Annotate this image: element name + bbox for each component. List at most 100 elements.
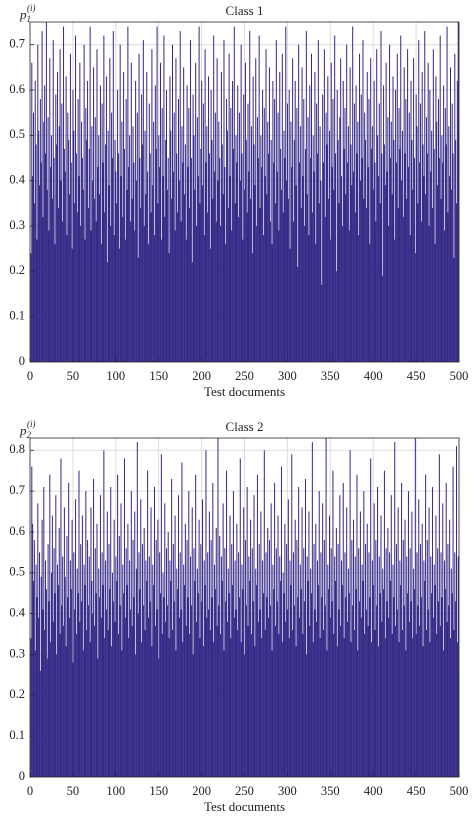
bar — [164, 216, 166, 362]
bar — [296, 540, 298, 777]
bar — [190, 605, 192, 777]
bar — [317, 585, 319, 777]
bar — [364, 112, 366, 362]
bar — [268, 153, 270, 362]
bar — [126, 585, 128, 777]
bar — [280, 148, 282, 362]
bar — [142, 605, 144, 777]
y-axis-label-sub: 1 — [27, 14, 32, 24]
bar — [259, 207, 261, 362]
bar — [375, 540, 377, 777]
bar — [392, 564, 394, 777]
bar — [90, 507, 92, 777]
bar — [344, 108, 346, 362]
bar — [389, 580, 391, 777]
bar — [338, 609, 340, 777]
bar — [147, 244, 149, 362]
bar — [162, 176, 164, 362]
bar — [99, 85, 101, 362]
bar — [166, 605, 168, 777]
bar — [240, 44, 242, 362]
bar — [386, 171, 388, 362]
bar — [297, 597, 299, 777]
bar — [326, 144, 328, 362]
bar — [101, 103, 103, 362]
y-tick-label: 0.3 — [9, 218, 25, 232]
bar — [327, 76, 329, 362]
bar — [410, 80, 412, 362]
bar — [193, 548, 195, 777]
bar — [86, 139, 88, 362]
bar — [129, 221, 131, 362]
bar — [419, 162, 421, 362]
bar — [183, 67, 185, 362]
bar — [222, 194, 224, 362]
bar — [75, 634, 77, 777]
bar — [408, 621, 410, 777]
bar — [416, 552, 418, 777]
bar — [393, 597, 395, 777]
bar — [274, 482, 276, 777]
bar — [287, 198, 289, 362]
bar — [98, 135, 100, 362]
bar — [33, 540, 35, 777]
bar — [420, 221, 422, 362]
bar — [224, 167, 226, 362]
bar — [280, 580, 282, 777]
bar — [443, 560, 445, 777]
bar — [334, 35, 336, 362]
bar — [169, 560, 171, 777]
bar — [58, 527, 60, 777]
bar — [257, 621, 259, 777]
bar — [32, 523, 34, 777]
bar — [255, 568, 257, 777]
bar — [36, 597, 38, 777]
bar — [178, 617, 180, 777]
bar — [182, 162, 184, 362]
bar — [35, 564, 37, 777]
bar — [51, 135, 53, 362]
bar — [263, 108, 265, 362]
bar — [137, 257, 139, 362]
bar — [180, 609, 182, 777]
bar — [140, 499, 142, 777]
bar — [201, 80, 203, 362]
bar — [308, 511, 310, 777]
bar — [280, 189, 282, 362]
bar — [432, 49, 434, 362]
bar — [174, 230, 176, 362]
bar — [99, 495, 101, 777]
bar — [437, 548, 439, 777]
bar — [306, 556, 308, 777]
x-tick-label: 0 — [27, 369, 33, 383]
bar — [33, 203, 35, 362]
bar — [183, 564, 185, 777]
bar — [432, 617, 434, 777]
bar — [46, 658, 48, 777]
bar — [425, 194, 427, 362]
bar — [173, 112, 175, 362]
x-tick-label: 300 — [278, 369, 297, 383]
bar — [423, 176, 425, 362]
bar — [199, 638, 201, 777]
bar — [342, 482, 344, 777]
bar — [358, 548, 360, 777]
bar — [307, 117, 309, 362]
bar — [118, 248, 120, 362]
bar — [221, 580, 223, 777]
bar — [375, 221, 377, 362]
x-tick-label: 200 — [192, 784, 211, 798]
bar — [214, 589, 216, 777]
bar — [225, 244, 227, 362]
bar — [109, 589, 111, 777]
bar — [407, 491, 409, 777]
bar — [203, 235, 205, 362]
bar — [189, 634, 191, 777]
bar — [194, 189, 196, 362]
bar — [319, 126, 321, 362]
bar — [354, 556, 356, 777]
bar — [286, 609, 288, 777]
bar — [63, 26, 65, 362]
bar — [144, 130, 146, 362]
x-tick-label: 100 — [106, 369, 125, 383]
